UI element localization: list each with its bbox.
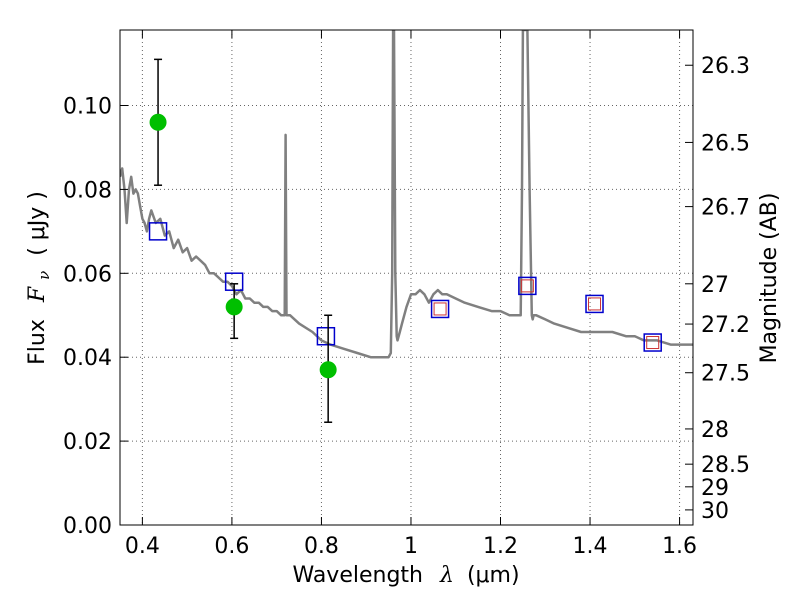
model-photometry-square [643, 333, 662, 352]
y2-tick-label: 29 [701, 476, 729, 501]
y2-axis-title: Magnitude (AB) [757, 193, 782, 364]
plot-area [120, 30, 693, 423]
x-tick-label: 0.4 [125, 534, 160, 559]
x-tick-label: 1.6 [662, 534, 697, 559]
y2-tick-label: 26.7 [701, 196, 750, 221]
predicted-square [520, 279, 534, 293]
y2-tick-label: 28 [701, 418, 729, 443]
y-tick-label: 0.06 [63, 262, 112, 287]
y-axis-title: Flux F ν ( μJy ) [25, 191, 55, 365]
y2-tick-label: 27 [701, 273, 729, 298]
grid [120, 30, 693, 526]
model-photometry-square [430, 299, 450, 319]
x-axis-title: Wavelength λ (μm) [292, 563, 519, 588]
model-photometry-square [148, 222, 168, 241]
model-photometry-square [316, 326, 336, 346]
x-tick-label: 1 [404, 534, 418, 559]
y2-tick-label: 27.5 [701, 362, 750, 387]
x-tick-label: 1.4 [573, 534, 608, 559]
x-axis-title-text: Wavelength [292, 563, 423, 588]
tick-labels: 0.4 0.6 0.8 1 1.2 1.4 1.6 0.00 0.02 0.04 0.06 0.08 0… [63, 54, 750, 559]
y-tick-label: 0.00 [63, 514, 112, 539]
x-tick-label: 0.8 [304, 534, 339, 559]
model-photometry-square [585, 294, 604, 314]
y-axis-title-unit: ( μJy ) [25, 191, 50, 256]
y2-tick-label: 26.5 [701, 131, 750, 156]
predicted-square [588, 297, 602, 311]
y-tick-label: 0.08 [63, 178, 112, 203]
observed-point [225, 298, 243, 316]
y-tick-label: 0.02 [63, 430, 112, 455]
observed-point [319, 361, 337, 379]
y-axis-title-symbol: F [25, 286, 50, 303]
plot-frame [119, 29, 694, 526]
y2-tick-label: 27.2 [701, 313, 750, 338]
y-axis-title-text: Flux [25, 319, 50, 365]
y2-tick-label: 28.5 [701, 453, 750, 478]
model-photometry-square [518, 276, 537, 296]
y2-tick-label: 30 [701, 499, 729, 524]
y-tick-label: 0.10 [63, 95, 112, 120]
x-tick-label: 0.6 [214, 534, 249, 559]
predicted-square [646, 336, 660, 350]
axis-ticks [120, 30, 693, 526]
predicted-square [433, 302, 447, 316]
x-axis-title-symbol: λ [439, 563, 454, 588]
y-tick-label: 0.04 [63, 346, 112, 371]
y-axis-title-subscript: ν [35, 271, 53, 280]
x-axis-title-unit: (μm) [467, 563, 520, 588]
x-tick-label: 1.2 [483, 534, 518, 559]
observed-point [149, 113, 167, 131]
y2-tick-label: 26.3 [701, 54, 750, 79]
